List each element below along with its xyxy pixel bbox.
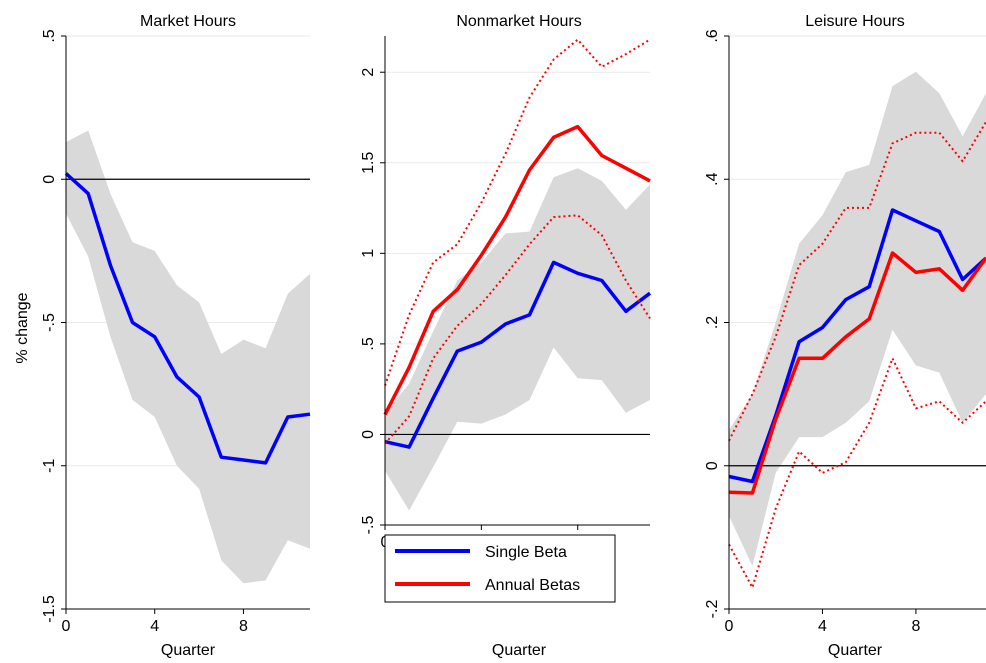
panel-title: Market Hours — [140, 13, 236, 30]
x-tick-label: 4 — [818, 618, 827, 635]
y-tick-label: -.2 — [704, 600, 721, 619]
confidence-bound-3 — [728, 121, 986, 442]
x-tick-label: 4 — [150, 618, 159, 635]
x-tick-label: 0 — [725, 618, 734, 635]
panel-leisure-hours: Leisure Hours Quarter — [805, 13, 905, 659]
confidence-band — [66, 130, 310, 584]
y-tick-label: .2 — [704, 316, 721, 329]
x-axis-label: Quarter — [828, 642, 883, 659]
y-axis-label: % change — [14, 292, 31, 363]
series-annual-betas — [383, 124, 651, 416]
y-tick-label: 1.5 — [360, 152, 377, 174]
confidence-bound-3 — [384, 38, 651, 386]
legend: Single Beta Annual Betas — [384, 534, 616, 603]
y-tick-label: -.5 — [360, 516, 377, 535]
y-tick-label: .6 — [704, 29, 721, 42]
legend-box — [384, 534, 616, 603]
series-single-beta — [384, 260, 652, 449]
x-tick-label: 8 — [239, 618, 248, 635]
panel-market-hours: Market Hours % change Quarter — [14, 13, 236, 659]
panel-nonmarket-hours: Nonmarket Hours Quarter — [456, 13, 581, 659]
x-axis-label: Quarter — [492, 642, 547, 659]
plot-area-2: -.50.511.52048 — [360, 36, 652, 551]
panel-title: Leisure Hours — [805, 13, 905, 30]
x-axis-label: Quarter — [161, 642, 216, 659]
y-tick-label: 2 — [360, 68, 377, 77]
y-tick-label: -1 — [41, 459, 58, 473]
plot-area-1: -1.5 -1 -.5 0 .5 0 4 8 — [41, 29, 311, 635]
legend-label-single-beta: Single Beta — [485, 544, 567, 561]
confidence-band — [729, 71, 986, 567]
plot-area-3: -.20.2.4.60 4 8 — [704, 29, 986, 635]
y-tick-label: 0 — [41, 175, 58, 184]
panel-title: Nonmarket Hours — [456, 13, 581, 30]
series-annual-betas — [728, 251, 986, 495]
x-tick-label: 0 — [62, 618, 71, 635]
y-tick-label: .5 — [360, 337, 377, 350]
y-tick-label: 0 — [360, 430, 377, 439]
y-tick-label: .5 — [41, 29, 58, 42]
y-tick-label: .4 — [704, 172, 721, 185]
x-tick-label: 8 — [911, 618, 920, 635]
y-tick-label: -1.5 — [41, 595, 58, 623]
y-tick-label: -.5 — [41, 313, 58, 332]
legend-label-annual-betas: Annual Betas — [485, 577, 580, 594]
y-tick-label: 1 — [360, 249, 377, 258]
confidence-bound-0 — [64, 172, 311, 465]
confidence-band — [385, 168, 650, 511]
y-tick-label: 0 — [704, 461, 721, 470]
